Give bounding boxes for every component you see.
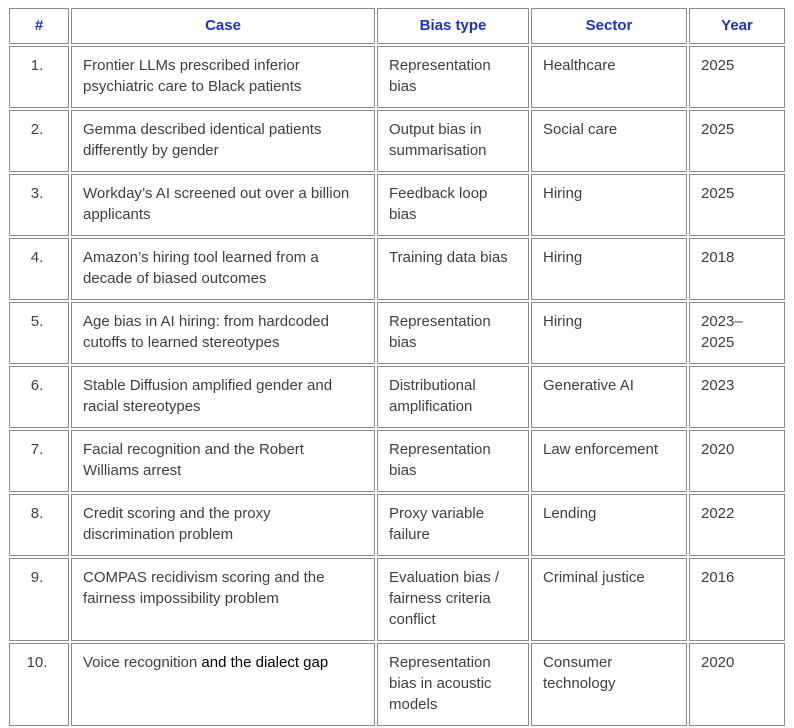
table-body: 1. Frontier LLMs prescribed inferior psyc… xyxy=(9,46,785,726)
column-header-year: Year xyxy=(689,8,785,44)
cell-bias-type: Feedback loop bias xyxy=(377,174,529,236)
table-row: 6. Stable Diffusion amplified gender and … xyxy=(9,366,785,428)
cell-case: Facial recognition and the Robert Willia… xyxy=(71,430,375,492)
cell-case: Amazon’s hiring tool learned from a deca… xyxy=(71,238,375,300)
cell-sector: Social care xyxy=(531,110,687,172)
cell-case: Workday’s AI screened out over a billion… xyxy=(71,174,375,236)
cell-row-number: 3. xyxy=(9,174,69,236)
case-text: Workday’s AI screened out over a billion… xyxy=(83,185,350,223)
cell-bias-type: Representation bias xyxy=(377,302,529,364)
table-row: 2. Gemma described identical patients dif… xyxy=(9,110,785,172)
cell-bias-type: Distributional amplification xyxy=(377,366,529,428)
cell-year: 2018 xyxy=(689,238,785,300)
bias-cases-table: # Case Bias type Sector Year 1. Frontier LLMs… xyxy=(7,6,787,728)
cell-year: 2023–2025 xyxy=(689,302,785,364)
cell-year: 2016 xyxy=(689,558,785,641)
cell-bias-type: Output bias in summarisation xyxy=(377,110,529,172)
table-row: 8. Credit scoring and the proxy discrimin… xyxy=(9,494,785,556)
cell-case: Credit scoring and the proxy discriminat… xyxy=(71,494,375,556)
case-text: Amazon’s hiring tool learned from a deca… xyxy=(83,249,319,287)
header-row: # Case Bias type Sector Year xyxy=(9,8,785,44)
cell-bias-type: Training data bias xyxy=(377,238,529,300)
cell-row-number: 7. xyxy=(9,430,69,492)
column-header-sector: Sector xyxy=(531,8,687,44)
cell-year: 2022 xyxy=(689,494,785,556)
case-text: Stable Diffusion amplified gender and ra… xyxy=(83,377,333,415)
cell-case: Age bias in AI hiring: from hardcoded cu… xyxy=(71,302,375,364)
cell-row-number: 10. xyxy=(9,643,69,726)
table-row: 9. COMPAS recidivism scoring and the fair… xyxy=(9,558,785,641)
table-row: 10. Voice recognition and the dialect gap… xyxy=(9,643,785,726)
cell-bias-type: Evaluation bias / fairness criteria conf… xyxy=(377,558,529,641)
table-row: 4. Amazon’s hiring tool learned from a de… xyxy=(9,238,785,300)
cell-case: COMPAS recidivism scoring and the fairne… xyxy=(71,558,375,641)
cell-row-number: 9. xyxy=(9,558,69,641)
cell-case: Stable Diffusion amplified gender and ra… xyxy=(71,366,375,428)
table-row: 3. Workday’s AI screened out over a billi… xyxy=(9,174,785,236)
case-text: Gemma described identical patients diffe… xyxy=(83,121,322,159)
cell-sector: Consumer technology xyxy=(531,643,687,726)
cell-row-number: 4. xyxy=(9,238,69,300)
case-text: Voice recognition xyxy=(83,654,202,671)
cell-case: Frontier LLMs prescribed inferior psychi… xyxy=(71,46,375,108)
cell-sector: Lending xyxy=(531,494,687,556)
case-text-emphasis: and the dialect gap xyxy=(201,654,329,671)
table-row: 5. Age bias in AI hiring: from hardcoded … xyxy=(9,302,785,364)
cell-bias-type: Representation bias xyxy=(377,46,529,108)
cell-year: 2023 xyxy=(689,366,785,428)
column-header-case: Case xyxy=(71,8,375,44)
cell-year: 2025 xyxy=(689,174,785,236)
table-header: # Case Bias type Sector Year xyxy=(9,8,785,44)
table-row: 7. Facial recognition and the Robert Will… xyxy=(9,430,785,492)
cell-bias-type: Representation bias in acoustic models xyxy=(377,643,529,726)
case-text: COMPAS recidivism scoring and the fairne… xyxy=(83,569,325,607)
cell-row-number: 8. xyxy=(9,494,69,556)
cell-sector: Criminal justice xyxy=(531,558,687,641)
cell-row-number: 6. xyxy=(9,366,69,428)
cell-bias-type: Representation bias xyxy=(377,430,529,492)
column-header-bias-type: Bias type xyxy=(377,8,529,44)
cell-case: Voice recognition and the dialect gap xyxy=(71,643,375,726)
case-text: Credit scoring and the proxy discriminat… xyxy=(83,505,271,543)
cell-bias-type: Proxy variable failure xyxy=(377,494,529,556)
case-text: Age bias in AI hiring: from hardcoded cu… xyxy=(83,313,329,351)
cell-sector: Hiring xyxy=(531,174,687,236)
cell-sector: Healthcare xyxy=(531,46,687,108)
cell-year: 2020 xyxy=(689,430,785,492)
cell-sector: Hiring xyxy=(531,302,687,364)
cell-sector: Hiring xyxy=(531,238,687,300)
cell-row-number: 5. xyxy=(9,302,69,364)
cell-year: 2025 xyxy=(689,110,785,172)
case-text: Frontier LLMs prescribed inferior psychi… xyxy=(83,57,302,95)
table-row: 1. Frontier LLMs prescribed inferior psyc… xyxy=(9,46,785,108)
case-text: Facial recognition and the Robert Willia… xyxy=(83,441,304,479)
cell-case: Gemma described identical patients diffe… xyxy=(71,110,375,172)
cell-row-number: 1. xyxy=(9,46,69,108)
cell-year: 2020 xyxy=(689,643,785,726)
cell-sector: Generative AI xyxy=(531,366,687,428)
cell-year: 2025 xyxy=(689,46,785,108)
cell-row-number: 2. xyxy=(9,110,69,172)
column-header-num: # xyxy=(9,8,69,44)
cell-sector: Law enforcement xyxy=(531,430,687,492)
document-page: # Case Bias type Sector Year 1. Frontier LLMs… xyxy=(9,8,785,726)
